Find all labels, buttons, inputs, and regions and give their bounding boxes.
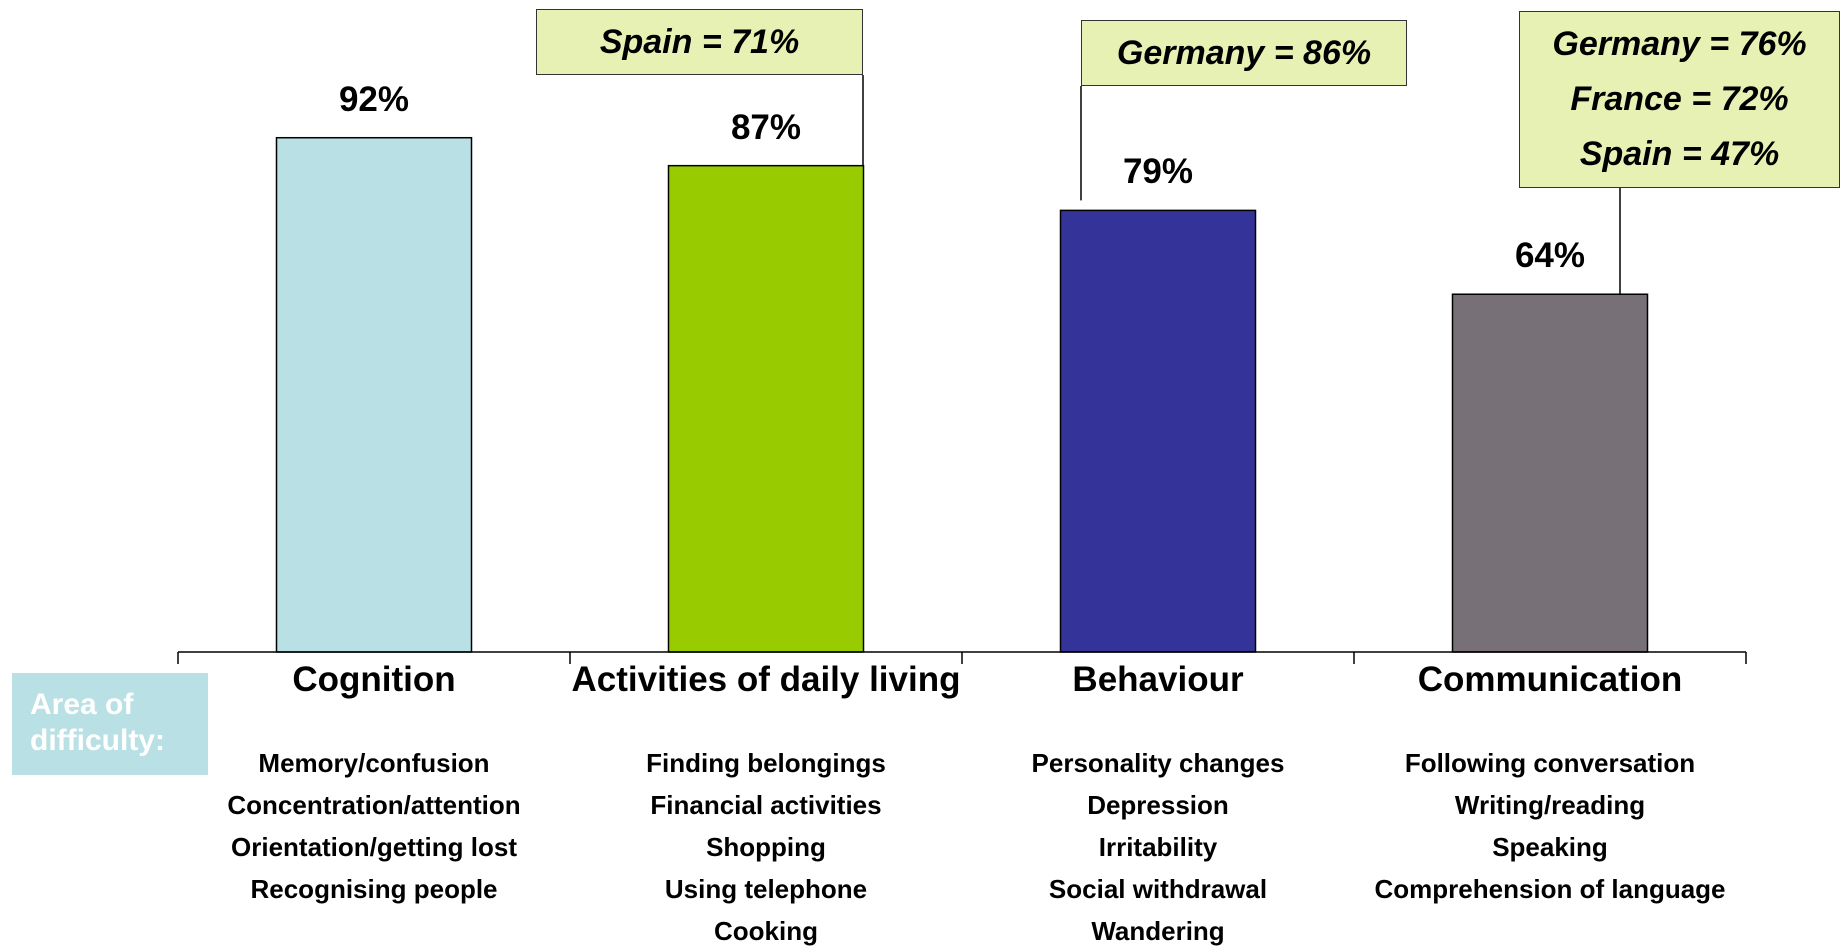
sub-item: Finding belongings	[646, 748, 886, 778]
sub-item: Comprehension of language	[1374, 874, 1726, 904]
sub-item: Recognising people	[250, 874, 498, 904]
sub-item: Personality changes	[1031, 748, 1285, 778]
bar	[275, 136, 473, 653]
sub-item: Orientation/getting lost	[231, 832, 517, 862]
category-label: Communication	[1417, 660, 1683, 699]
callout: Spain = 71%	[536, 9, 863, 75]
sub-item: Depression	[1087, 790, 1229, 820]
category-label: Cognition	[292, 660, 456, 699]
callout: Germany = 86%	[1081, 20, 1407, 86]
category-label: Behaviour	[1072, 660, 1244, 699]
sub-item: Cooking	[714, 916, 818, 946]
bar	[1059, 209, 1257, 653]
value-label: 92%	[338, 79, 410, 119]
callout-text: Spain = 71%	[599, 22, 800, 61]
callout-text: Germany = 76%	[1552, 25, 1807, 63]
value-label: 87%	[730, 107, 802, 147]
sub-item: Memory/confusion	[258, 748, 490, 778]
sub-item: Concentration/attention	[227, 790, 521, 820]
sub-item: Wandering	[1091, 916, 1225, 946]
sub-item: Writing/reading	[1454, 790, 1646, 820]
sub-item: Speaking	[1492, 832, 1608, 862]
value-label: 79%	[1122, 152, 1194, 192]
sub-item: Irritability	[1098, 832, 1218, 862]
sub-item: Following conversation	[1404, 748, 1696, 778]
sub-item: Financial activities	[650, 790, 882, 820]
value-label: 64%	[1514, 236, 1586, 276]
bar	[1451, 293, 1649, 653]
callout-text: Germany = 86%	[1116, 33, 1372, 72]
sub-item: Social withdrawal	[1048, 874, 1268, 904]
category-label: Activities of daily living	[571, 660, 961, 699]
axis-label: Area of difficulty:	[12, 673, 208, 775]
bar	[667, 164, 865, 653]
sub-item: Using telephone	[664, 874, 868, 904]
sub-item: Shopping	[706, 832, 826, 862]
callout: Germany = 76% France = 72% Spain = 47%	[1519, 11, 1840, 188]
callout-text: Spain = 47%	[1579, 135, 1780, 173]
callout-text: France = 72%	[1570, 80, 1789, 118]
